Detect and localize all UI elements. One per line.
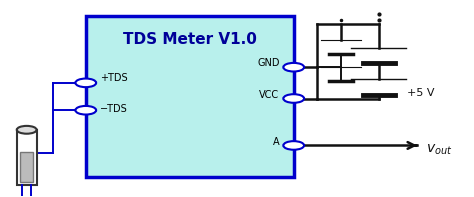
Text: $v_{out}$: $v_{out}$ xyxy=(426,142,453,157)
Text: GND: GND xyxy=(257,58,280,68)
Ellipse shape xyxy=(17,126,36,134)
FancyBboxPatch shape xyxy=(17,130,36,185)
Circle shape xyxy=(283,94,304,103)
Circle shape xyxy=(283,63,304,72)
Text: VCC: VCC xyxy=(259,90,280,100)
Circle shape xyxy=(75,106,96,114)
Text: −TDS: −TDS xyxy=(100,104,128,114)
Text: TDS Meter V1.0: TDS Meter V1.0 xyxy=(123,32,257,47)
Circle shape xyxy=(75,79,96,87)
FancyBboxPatch shape xyxy=(20,152,33,182)
Text: +TDS: +TDS xyxy=(100,73,128,83)
Text: +5 V: +5 V xyxy=(407,88,435,98)
Text: A: A xyxy=(273,137,280,147)
Circle shape xyxy=(283,141,304,150)
FancyBboxPatch shape xyxy=(86,16,294,177)
